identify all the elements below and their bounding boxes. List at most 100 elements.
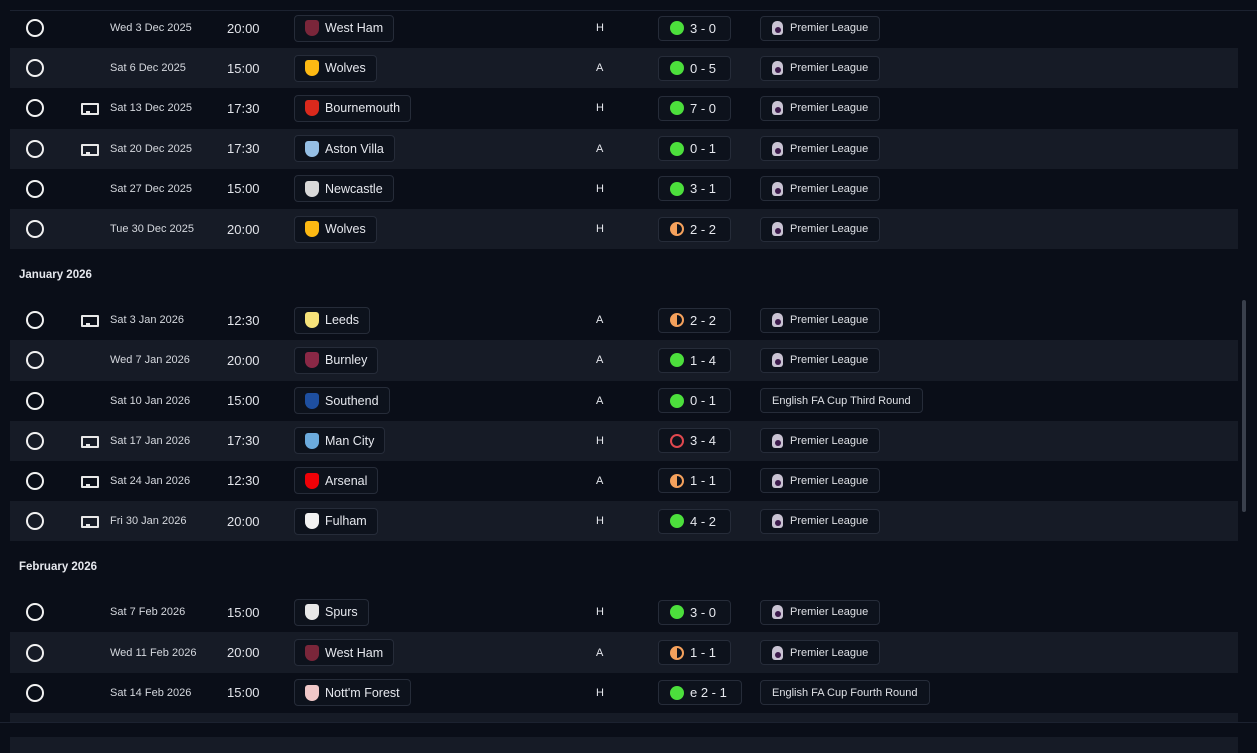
result-win-icon — [670, 101, 684, 116]
status-circle-icon[interactable] — [26, 512, 44, 531]
status-circle-icon[interactable] — [26, 220, 44, 239]
status-circle-icon[interactable] — [26, 471, 44, 490]
fixture-row[interactable]: Tue 30 Dec 2025 20:00 Wolves H 2 - 2 Pre… — [10, 208, 1238, 250]
fixture-row[interactable]: Sat 14 Feb 2026 15:00 Nott'm Forest H e … — [10, 673, 1238, 713]
score: 1 - 1 — [690, 473, 717, 489]
result-button[interactable]: 4 - 2 — [658, 508, 732, 534]
fixture-row[interactable]: Sat 13 Dec 2025 17:30 Bournemouth H 7 - … — [10, 88, 1238, 128]
opponent-button[interactable]: Fulham — [294, 507, 378, 535]
opponent-button[interactable]: West Ham — [294, 639, 395, 667]
opponent-button[interactable]: Man City — [294, 427, 386, 455]
score: 1 - 1 — [690, 645, 717, 661]
competition-button[interactable]: Premier League — [760, 428, 881, 454]
tv-icon — [81, 315, 99, 328]
competition-button[interactable]: Premier League — [760, 136, 881, 162]
team-crest-icon — [305, 604, 319, 621]
competition-button[interactable]: English FA Cup Fourth Round — [760, 680, 930, 706]
fixture-row[interactable]: Sat 20 Dec 2025 17:30 Aston Villa A 0 - … — [10, 128, 1238, 169]
status-circle-icon[interactable] — [26, 19, 44, 38]
fixtures-list: Wed 3 Dec 2025 20:00 West Ham H 3 - 0 Pr… — [10, 8, 1238, 753]
competition-button[interactable]: Premier League — [760, 347, 881, 373]
fixture-row[interactable]: Wed 11 Feb 2026 20:00 West Ham A 1 - 1 P… — [10, 632, 1238, 673]
competition-button[interactable]: Premier League — [760, 55, 881, 81]
fixture-row[interactable]: Wed 7 Jan 2026 20:00 Burnley A 1 - 4 Pre… — [10, 340, 1238, 381]
status-circle-icon[interactable] — [26, 139, 44, 158]
result-button[interactable]: e 2 - 1 — [658, 680, 742, 706]
score: 1 - 4 — [690, 352, 717, 368]
fixture-date: Sat 3 Jan 2026 — [110, 314, 185, 327]
competition-name: Premier League — [790, 62, 869, 75]
opponent-button[interactable]: Bournemouth — [294, 94, 412, 122]
status-circle-icon[interactable] — [26, 391, 44, 410]
result-button[interactable]: 0 - 1 — [658, 136, 732, 162]
opponent-button[interactable]: Aston Villa — [294, 135, 395, 163]
fixture-row[interactable]: Sat 24 Jan 2026 12:30 Arsenal A 1 - 1 Pr… — [10, 461, 1238, 501]
result-button[interactable]: 1 - 1 — [658, 640, 732, 666]
result-button[interactable]: 0 - 5 — [658, 55, 732, 81]
scrollbar[interactable] — [1242, 300, 1246, 512]
score: 3 - 0 — [690, 604, 717, 620]
status-circle-icon[interactable] — [26, 99, 44, 118]
status-circle-icon[interactable] — [26, 351, 44, 370]
fixture-row[interactable]: Sat 27 Dec 2025 15:00 Newcastle H 3 - 1 … — [10, 169, 1238, 209]
opponent-button[interactable]: Newcastle — [294, 175, 394, 203]
status-circle-icon[interactable] — [26, 311, 44, 330]
result-button[interactable]: 0 - 1 — [658, 388, 732, 414]
fixture-row[interactable]: Sat 7 Feb 2026 15:00 Spurs H 3 - 0 Premi… — [10, 592, 1238, 632]
competition-button[interactable]: Premier League — [760, 95, 881, 121]
kickoff-time: 20:00 — [227, 221, 260, 237]
status-circle-icon[interactable] — [26, 179, 44, 198]
fixture-row[interactable]: Sat 6 Dec 2025 15:00 Wolves A 0 - 5 Prem… — [10, 48, 1238, 89]
competition-button[interactable]: Premier League — [760, 216, 881, 242]
result-win-icon — [670, 181, 684, 196]
premier-league-icon — [772, 21, 783, 36]
competition-button[interactable]: English FA Cup Third Round — [760, 388, 923, 414]
fixture-date: Sat 6 Dec 2025 — [110, 62, 186, 75]
opponent-button[interactable]: Spurs — [294, 598, 369, 626]
premier-league-icon — [772, 313, 783, 328]
status-circle-icon[interactable] — [26, 683, 44, 702]
kickoff-time: 17:30 — [227, 433, 260, 449]
opponent-button[interactable]: Arsenal — [294, 467, 379, 495]
result-button[interactable]: 3 - 0 — [658, 15, 732, 41]
result-button[interactable]: 1 - 4 — [658, 347, 732, 373]
opponent-button[interactable]: West Ham — [294, 14, 395, 42]
opponent-button[interactable]: Leeds — [294, 306, 371, 334]
opponent-name: Wolves — [325, 61, 366, 76]
venue: A — [596, 314, 604, 327]
opponent-button[interactable]: Nott'm Forest — [294, 679, 411, 707]
kickoff-time: 17:30 — [227, 141, 260, 157]
bottom-bar — [0, 722, 1257, 737]
result-button[interactable]: 2 - 2 — [658, 216, 732, 242]
status-circle-icon[interactable] — [26, 59, 44, 78]
fixture-row[interactable]: Fri 30 Jan 2026 20:00 Fulham H 4 - 2 Pre… — [10, 501, 1238, 542]
status-circle-icon[interactable] — [26, 431, 44, 450]
fixture-row[interactable]: Wed 3 Dec 2025 20:00 West Ham H 3 - 0 Pr… — [10, 8, 1238, 48]
result-button[interactable]: 3 - 4 — [658, 428, 732, 454]
venue: A — [596, 646, 604, 659]
result-button[interactable]: 1 - 1 — [658, 468, 732, 494]
result-button[interactable]: 2 - 2 — [658, 307, 732, 333]
fixture-row[interactable]: Sat 10 Jan 2026 15:00 Southend A 0 - 1 E… — [10, 381, 1238, 421]
competition-name: Premier League — [790, 606, 869, 619]
opponent-button[interactable]: Burnley — [294, 346, 379, 374]
opponent-button[interactable]: Wolves — [294, 215, 377, 243]
competition-button[interactable]: Premier League — [760, 15, 881, 41]
opponent-button[interactable]: Southend — [294, 387, 390, 415]
competition-button[interactable]: Premier League — [760, 307, 881, 333]
status-circle-icon[interactable] — [26, 643, 44, 662]
fixture-row[interactable]: Sat 3 Jan 2026 12:30 Leeds A 2 - 2 Premi… — [10, 300, 1238, 340]
competition-button[interactable]: Premier League — [760, 640, 881, 666]
result-button[interactable]: 7 - 0 — [658, 95, 732, 121]
competition-button[interactable]: Premier League — [760, 468, 881, 494]
status-circle-icon[interactable] — [26, 603, 44, 622]
competition-button[interactable]: Premier League — [760, 508, 881, 534]
competition-button[interactable]: Premier League — [760, 176, 881, 202]
opponent-button[interactable]: Wolves — [294, 54, 377, 82]
fixture-row[interactable]: Sat 17 Jan 2026 17:30 Man City H 3 - 4 P… — [10, 420, 1238, 461]
result-button[interactable]: 3 - 0 — [658, 599, 732, 625]
opponent-name: Southend — [325, 393, 379, 408]
competition-button[interactable]: Premier League — [760, 599, 881, 625]
fixture-date: Sat 20 Dec 2025 — [110, 142, 192, 155]
result-button[interactable]: 3 - 1 — [658, 176, 732, 202]
